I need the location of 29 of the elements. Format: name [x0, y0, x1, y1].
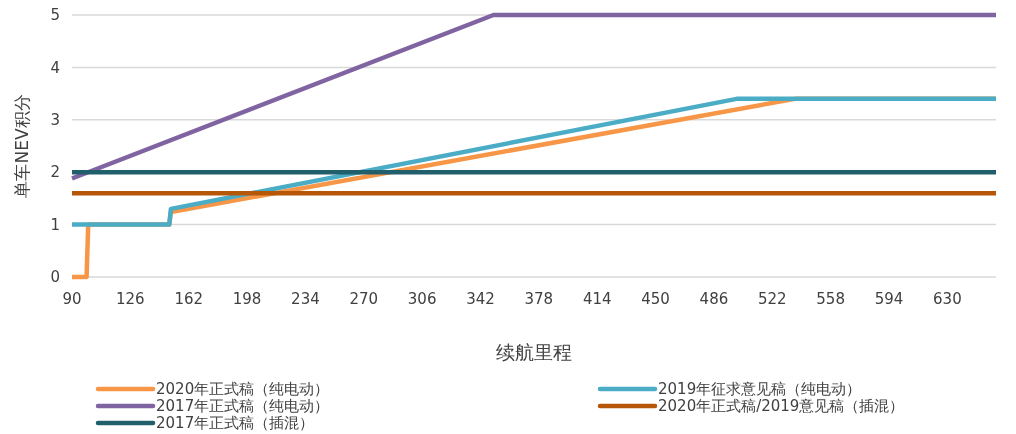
y-tick-label: 0 — [50, 268, 60, 287]
x-tick-label: 162 — [174, 290, 204, 308]
x-tick-label: 306 — [407, 290, 437, 308]
x-tick-label: 90 — [62, 290, 82, 308]
x-tick-label: 594 — [874, 290, 904, 308]
x-tick-label: 486 — [699, 290, 729, 308]
y-tick-label: 4 — [50, 58, 60, 77]
x-tick-label: 630 — [933, 290, 962, 308]
x-tick-label: 198 — [232, 290, 262, 308]
x-tick-label: 234 — [291, 290, 320, 308]
y-tick-label: 3 — [50, 111, 60, 130]
y-axis-title: 单车NEV积分 — [12, 94, 32, 198]
legend-label: 2017年正式稿（纯电动） — [156, 397, 330, 416]
legend-label: 2020年正式稿（纯电动） — [156, 380, 330, 399]
x-tick-label: 522 — [757, 290, 787, 308]
x-tick-label: 378 — [524, 290, 554, 308]
x-tick-label: 558 — [816, 290, 845, 308]
legend-label: 2019年征求意见稿（纯电动） — [658, 380, 862, 399]
y-tick-label: 1 — [50, 215, 60, 234]
legend-label: 2020年正式稿/2019意见稿（插混） — [658, 397, 905, 416]
x-tick-label: 342 — [466, 290, 495, 308]
x-tick-label: 414 — [582, 290, 612, 308]
x-tick-label: 450 — [641, 290, 670, 308]
legend-label: 2017年正式稿（插混） — [156, 414, 315, 433]
x-tick-label: 126 — [116, 290, 145, 308]
y-tick-label: 5 — [50, 6, 60, 25]
x-axis-title: 续航里程 — [496, 341, 572, 363]
y-tick-label: 2 — [50, 163, 60, 182]
x-tick-label: 270 — [349, 290, 379, 308]
